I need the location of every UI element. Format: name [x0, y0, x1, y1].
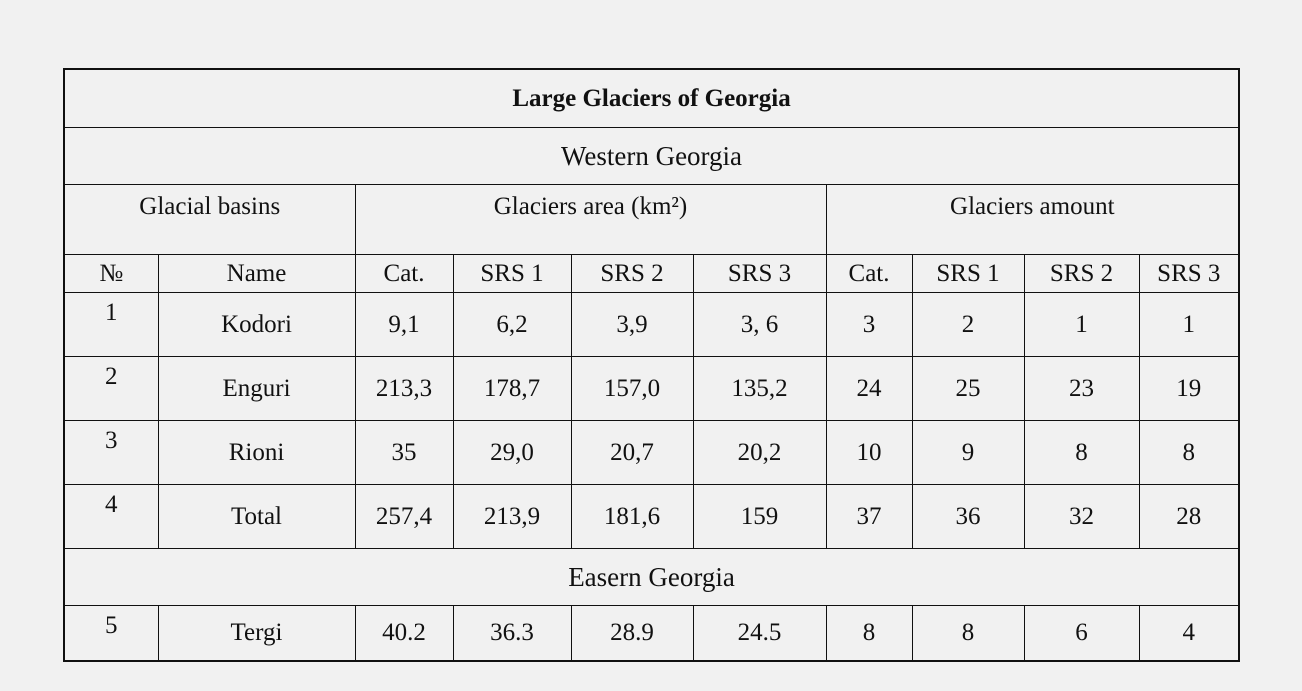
cell: 4 — [1138, 605, 1240, 662]
cell: 36 — [911, 484, 1025, 549]
cell: 135,2 — [692, 356, 827, 421]
cell: 8 — [1023, 420, 1140, 485]
column-header: № — [63, 254, 159, 293]
section-heading: Western Georgia — [63, 127, 1240, 185]
cell: 2 — [911, 292, 1025, 357]
cell: 40.2 — [354, 605, 454, 662]
cell: 3, 6 — [692, 292, 827, 357]
cell: 1 — [1023, 292, 1140, 357]
cell: 24.5 — [692, 605, 827, 662]
group-row: Glacial basins Glaciers area (km²) Glacier… — [63, 184, 1240, 255]
cell: 1 — [63, 292, 159, 357]
cell: 8 — [1138, 420, 1240, 485]
group-header: Glaciers area (km²) — [354, 184, 827, 255]
column-header: SRS 2 — [1023, 254, 1140, 293]
cell: 157,0 — [570, 356, 694, 421]
column-header: Cat. — [825, 254, 913, 293]
column-header: Name — [157, 254, 356, 293]
column-header: SRS 1 — [911, 254, 1025, 293]
cell: 24 — [825, 356, 913, 421]
glacier-table: Large Glaciers of Georgia Western Georgia… — [63, 68, 1241, 662]
cell: Rioni — [157, 420, 356, 485]
table-body: Large Glaciers of Georgia Western Georgia… — [63, 68, 1240, 662]
cell: 213,9 — [452, 484, 572, 549]
column-header: SRS 3 — [692, 254, 827, 293]
data-row: 5 Tergi 40.2 36.3 28.9 24.5 8 8 6 4 — [63, 605, 1240, 662]
column-header: Cat. — [354, 254, 454, 293]
title-row: Large Glaciers of Georgia — [63, 68, 1240, 128]
group-header: Glacial basins — [63, 184, 356, 255]
data-row: 2 Enguri 213,3 178,7 157,0 135,2 24 25 23 19 — [63, 356, 1240, 421]
cell: Tergi — [157, 605, 356, 662]
cell: 3 — [825, 292, 913, 357]
cell: 32 — [1023, 484, 1140, 549]
data-row: 3 Rioni 35 29,0 20,7 20,2 10 9 8 8 — [63, 420, 1240, 485]
cell: Kodori — [157, 292, 356, 357]
cell: 19 — [1138, 356, 1240, 421]
cell: 28 — [1138, 484, 1240, 549]
column-header: SRS 3 — [1138, 254, 1240, 293]
cell: 9,1 — [354, 292, 454, 357]
cell: 2 — [63, 356, 159, 421]
column-header-row: № Name Cat. SRS 1 SRS 2 SRS 3 Cat. SRS 1 SRS 2 SR… — [63, 254, 1240, 293]
cell: 6,2 — [452, 292, 572, 357]
section-heading: Easern Georgia — [63, 548, 1240, 606]
section-row: Easern Georgia — [63, 548, 1240, 606]
cell: 4 — [63, 484, 159, 549]
cell: 257,4 — [354, 484, 454, 549]
cell: 159 — [692, 484, 827, 549]
cell: 8 — [911, 605, 1025, 662]
column-header: SRS 1 — [452, 254, 572, 293]
table-title: Large Glaciers of Georgia — [63, 68, 1240, 128]
cell: 29,0 — [452, 420, 572, 485]
cell: 8 — [825, 605, 913, 662]
column-header: SRS 2 — [570, 254, 694, 293]
cell: 28.9 — [570, 605, 694, 662]
cell: 3,9 — [570, 292, 694, 357]
cell: 20,2 — [692, 420, 827, 485]
cell: 5 — [63, 605, 159, 662]
cell: 213,3 — [354, 356, 454, 421]
cell: Total — [157, 484, 356, 549]
group-header: Glaciers amount — [825, 184, 1240, 255]
cell: 36.3 — [452, 605, 572, 662]
cell: 35 — [354, 420, 454, 485]
cell: 6 — [1023, 605, 1140, 662]
cell: Enguri — [157, 356, 356, 421]
cell: 181,6 — [570, 484, 694, 549]
cell: 20,7 — [570, 420, 694, 485]
cell: 1 — [1138, 292, 1240, 357]
cell: 10 — [825, 420, 913, 485]
cell: 37 — [825, 484, 913, 549]
cell: 3 — [63, 420, 159, 485]
section-row: Western Georgia — [63, 127, 1240, 185]
cell: 25 — [911, 356, 1025, 421]
data-row: 4 Total 257,4 213,9 181,6 159 37 36 32 28 — [63, 484, 1240, 549]
cell: 178,7 — [452, 356, 572, 421]
cell: 23 — [1023, 356, 1140, 421]
cell: 9 — [911, 420, 1025, 485]
